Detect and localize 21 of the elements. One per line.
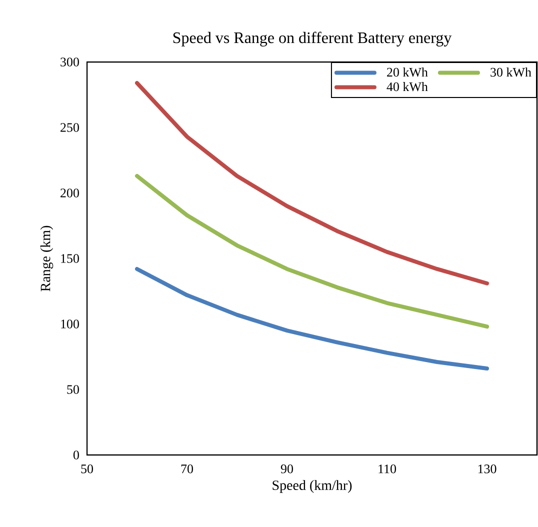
x-tick-label: 50 xyxy=(81,464,94,474)
line-series xyxy=(135,266,489,371)
y-tick-label: 300 xyxy=(60,58,79,66)
y-tick-label: 150 xyxy=(61,254,79,263)
x-axis-title: Speed (km/hr) xyxy=(272,480,352,493)
y-tick-label: 200 xyxy=(60,188,79,198)
line-series xyxy=(135,80,489,286)
legend-label: 20 kWh xyxy=(387,67,428,77)
legend-label: 30 kWh xyxy=(490,67,532,77)
y-tick-label: 100 xyxy=(61,320,79,328)
x-tick-label: 70 xyxy=(181,464,194,474)
legend-label: 40 kWh xyxy=(386,82,428,92)
x-tick-label: 90 xyxy=(280,464,294,474)
x-tick-label: 130 xyxy=(478,464,496,474)
y-axis-title: Range (km) xyxy=(40,226,54,292)
y-tick-label: 250 xyxy=(60,123,79,132)
y-tick-label: 50 xyxy=(67,385,79,394)
line-series xyxy=(135,174,489,329)
y-tick-label: 0 xyxy=(73,450,79,460)
x-tick-label: 110 xyxy=(378,464,396,474)
chart-title: Speed vs Range on different Battery energy xyxy=(173,32,452,46)
